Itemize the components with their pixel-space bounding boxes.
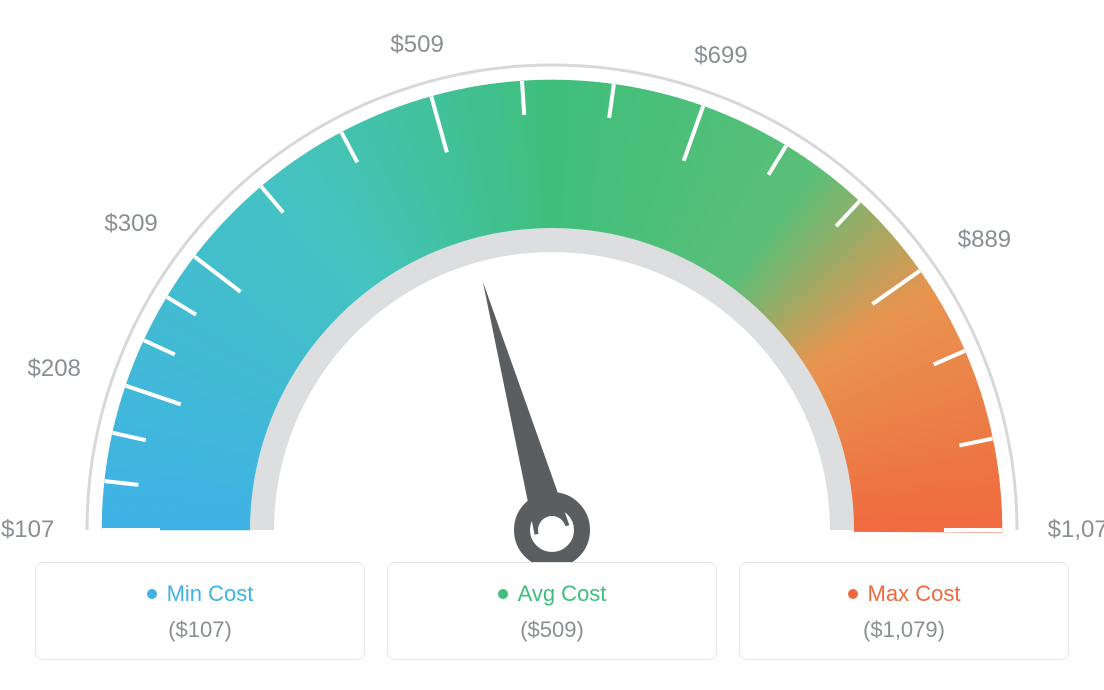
legend-value-min: ($107) — [46, 617, 354, 643]
legend-card-avg: Avg Cost ($509) — [387, 562, 717, 660]
gauge-tick-label: $699 — [694, 42, 747, 70]
legend-dot-max — [848, 589, 858, 599]
gauge-tick-label: $107 — [1, 516, 54, 544]
gauge-tick-label: $1,079 — [1048, 516, 1104, 544]
gauge-area: $107 $208 $309 $509 $699 $889 $1,079 — [0, 0, 1104, 560]
gauge-tick-label: $509 — [390, 31, 443, 59]
gauge-tick-label: $889 — [958, 226, 1011, 254]
legend-dot-avg — [498, 589, 508, 599]
gauge-tick-label: $208 — [28, 355, 81, 383]
legend-title-min: Min Cost — [147, 581, 254, 607]
gauge-chart — [0, 10, 1104, 570]
legend-card-max: Max Cost ($1,079) — [739, 562, 1069, 660]
legend-label-max: Max Cost — [868, 581, 961, 607]
legend-value-max: ($1,079) — [750, 617, 1058, 643]
legend-title-max: Max Cost — [848, 581, 961, 607]
legend-dot-min — [147, 589, 157, 599]
cost-gauge-widget: $107 $208 $309 $509 $699 $889 $1,079 Min Cost … — [0, 0, 1104, 690]
gauge-tick-label: $309 — [104, 210, 157, 238]
legend-title-avg: Avg Cost — [498, 581, 607, 607]
legend-label-avg: Avg Cost — [518, 581, 607, 607]
legend-value-avg: ($509) — [398, 617, 706, 643]
legend-row: Min Cost ($107) Avg Cost ($509) Max Cost… — [0, 562, 1104, 660]
legend-card-min: Min Cost ($107) — [35, 562, 365, 660]
legend-label-min: Min Cost — [167, 581, 254, 607]
